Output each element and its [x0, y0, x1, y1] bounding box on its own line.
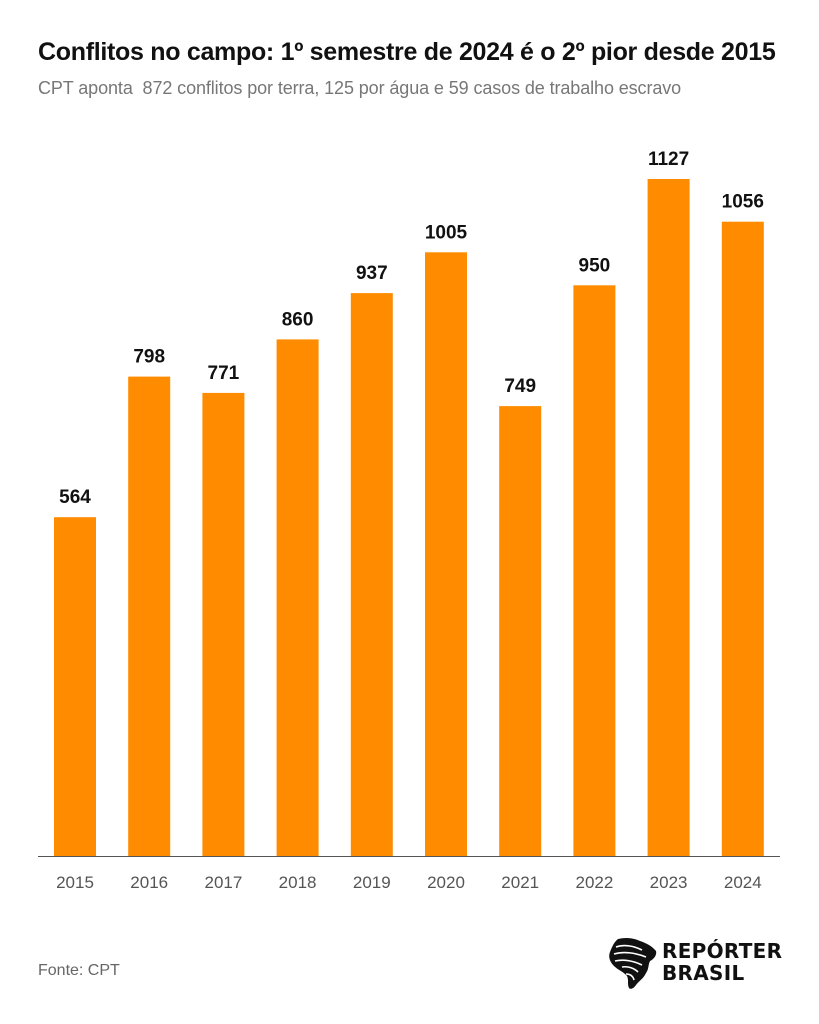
data-label-2018: 860 [282, 309, 314, 330]
data-label-2017: 771 [208, 363, 240, 384]
data-label-2015: 564 [59, 487, 91, 508]
bar-2018 [276, 339, 319, 856]
x-tick-label-2021: 2021 [501, 873, 539, 892]
data-label-2021: 749 [504, 376, 536, 397]
logo-line-1: REPÓRTER [662, 939, 783, 963]
chart-subtitle: CPT aponta 872 conflitos por terra, 125 … [38, 78, 682, 98]
reporter-brasil-logo: REPÓRTER BRASIL [604, 935, 804, 991]
data-label-2024: 1056 [722, 192, 764, 213]
logo-wordmark: REPÓRTER BRASIL [662, 940, 782, 984]
bar-2015 [54, 517, 96, 856]
x-tick-label-2019: 2019 [353, 873, 391, 892]
x-tick-label-2024: 2024 [724, 873, 762, 892]
bar-2019 [350, 293, 393, 857]
bar-2016 [128, 376, 171, 856]
source-note: Fonte: CPT [38, 962, 120, 979]
bar-2020 [425, 252, 467, 857]
chart-title: Conflitos no campo: 1º semestre de 2024 … [38, 38, 776, 66]
x-tick-label-2018: 2018 [279, 873, 317, 892]
data-label-2016: 798 [133, 347, 165, 368]
bar-2023 [647, 179, 690, 856]
bar-2021 [499, 406, 542, 856]
bar-2022 [573, 285, 616, 856]
data-label-2020: 1005 [425, 222, 468, 243]
x-tick-label-2017: 2017 [204, 873, 242, 892]
x-tick-label-2023: 2023 [650, 873, 688, 892]
data-label-2019: 937 [356, 263, 388, 284]
x-tick-label-2015: 2015 [56, 873, 94, 892]
bar-2024 [721, 221, 764, 856]
logo-line-2: BRASIL [662, 961, 745, 985]
brazil-map-icon [609, 937, 657, 989]
data-label-2023: 1127 [648, 149, 689, 170]
x-tick-label-2020: 2020 [427, 873, 465, 892]
x-tick-label-2022: 2022 [575, 873, 613, 892]
data-label-2022: 950 [579, 255, 611, 276]
bar-2017 [202, 392, 245, 856]
x-tick-label-2016: 2016 [130, 873, 168, 892]
bar-chart: 564 2015 798 2016 771 2017 860 2018 937 2019 1005 2… [38, 149, 780, 892]
